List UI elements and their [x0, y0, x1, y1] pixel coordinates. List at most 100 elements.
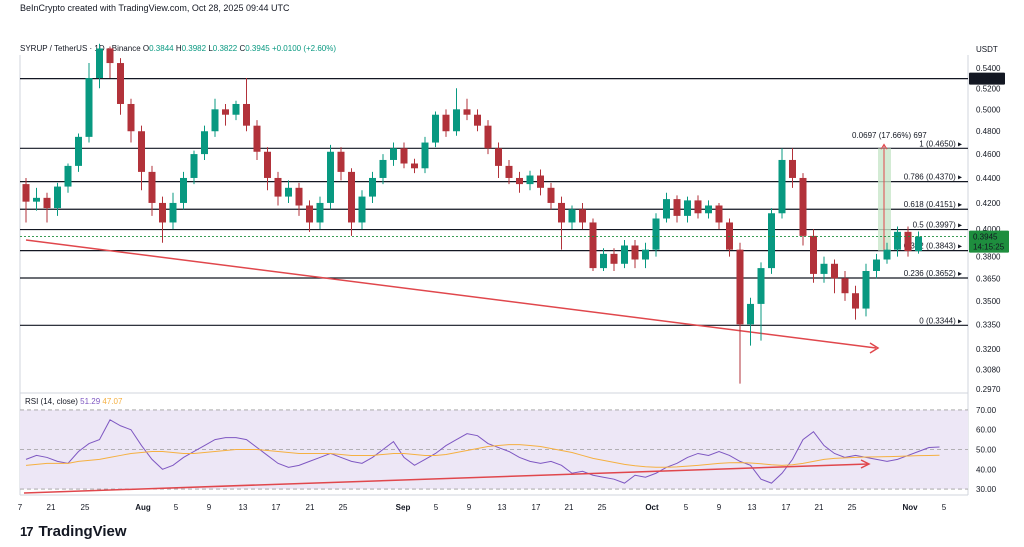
candle-body-12[interactable]: [148, 171, 156, 203]
time-tick-13: 13: [498, 503, 507, 512]
candle-body-83[interactable]: [894, 231, 901, 250]
candle-body-31[interactable]: [348, 171, 355, 223]
candle-body-32[interactable]: [358, 196, 366, 223]
candle-body-61[interactable]: [663, 199, 670, 219]
candle-body-55[interactable]: [600, 253, 607, 269]
symbol-name[interactable]: SYRUP / TetherUS · 1D · Binance: [20, 44, 141, 53]
candle-body-85[interactable]: [915, 236, 922, 252]
candle-body-64[interactable]: [694, 200, 702, 214]
candle-body-54[interactable]: [589, 222, 597, 269]
candle-body-62[interactable]: [673, 199, 681, 216]
time-tick-22: 21: [815, 503, 824, 512]
candle-body-51[interactable]: [558, 202, 565, 223]
candle-body-74[interactable]: [799, 177, 807, 236]
candle-body-21[interactable]: [243, 103, 250, 126]
candle-body-1[interactable]: [33, 197, 40, 202]
candle-body-33[interactable]: [369, 177, 376, 197]
candle-body-36[interactable]: [400, 148, 408, 164]
candle-body-50[interactable]: [547, 187, 555, 203]
candle-body-59[interactable]: [642, 249, 649, 260]
candle-body-79[interactable]: [852, 293, 859, 309]
candle-body-8[interactable]: [106, 48, 114, 64]
rsi-ma-line[interactable]: [25, 444, 940, 468]
candle-body-57[interactable]: [621, 245, 628, 264]
candle-body-24[interactable]: [274, 177, 282, 197]
chart-attribution: BeInCrypto created with TradingView.com,…: [20, 3, 290, 13]
candle-body-77[interactable]: [831, 263, 838, 279]
candle-body-22[interactable]: [253, 125, 261, 152]
candle-body-80[interactable]: [862, 270, 870, 309]
candle-body-40[interactable]: [442, 114, 450, 132]
candle-body-58[interactable]: [631, 245, 639, 260]
candle-body-25[interactable]: [285, 187, 292, 197]
candle-body-71[interactable]: [768, 213, 775, 269]
rsi-trend-line[interactable]: [23, 463, 869, 494]
candle-body-82[interactable]: [883, 249, 891, 260]
candle-body-6[interactable]: [85, 78, 93, 137]
candle-body-3[interactable]: [54, 186, 61, 209]
candle-body-52[interactable]: [568, 209, 576, 223]
candle-body-19[interactable]: [222, 109, 229, 115]
candle-body-2[interactable]: [43, 197, 51, 209]
last-price-tag[interactable]: [969, 230, 1009, 253]
candle-body-5[interactable]: [75, 136, 82, 166]
candle-body-28[interactable]: [316, 202, 324, 223]
candle-body-15[interactable]: [180, 177, 187, 203]
price-tick-4: 0.4600: [976, 150, 1001, 159]
candle-body-35[interactable]: [390, 148, 397, 160]
candle-body-16[interactable]: [190, 154, 198, 178]
candle-body-47[interactable]: [516, 177, 523, 185]
candle-body-23[interactable]: [264, 151, 271, 178]
candle-body-56[interactable]: [610, 253, 618, 264]
price-tick-5: 0.4400: [976, 174, 1001, 183]
price-trend-line[interactable]: [25, 239, 877, 349]
candle-body-68[interactable]: [736, 249, 744, 325]
candle-body-43[interactable]: [474, 114, 481, 126]
candle-body-13[interactable]: [159, 202, 166, 223]
time-tick-15: 21: [565, 503, 574, 512]
candle-body-29[interactable]: [327, 151, 334, 203]
candle-body-4[interactable]: [64, 165, 72, 187]
candle-body-49[interactable]: [537, 175, 544, 188]
candle-body-30[interactable]: [337, 151, 345, 172]
candle-body-17[interactable]: [201, 131, 208, 155]
candle-body-14[interactable]: [169, 202, 177, 223]
candle-body-65[interactable]: [705, 205, 712, 214]
candle-body-26[interactable]: [295, 187, 303, 206]
rsi-title[interactable]: RSI (14, close): [25, 397, 78, 406]
candle-body-42[interactable]: [463, 109, 471, 115]
candle-body-78[interactable]: [841, 278, 849, 294]
candle-body-18[interactable]: [211, 109, 219, 132]
candle-body-44[interactable]: [484, 125, 492, 149]
candle-body-38[interactable]: [421, 142, 429, 169]
candle-body-11[interactable]: [138, 131, 145, 172]
candle-body-46[interactable]: [505, 165, 513, 178]
candle-body-72[interactable]: [778, 159, 786, 214]
candle-body-76[interactable]: [820, 263, 828, 274]
candle-body-39[interactable]: [432, 114, 439, 143]
time-tick-2: 25: [81, 503, 90, 512]
candle-body-70[interactable]: [757, 268, 765, 304]
candle-body-27[interactable]: [306, 205, 313, 223]
candle-body-69[interactable]: [747, 303, 754, 325]
candle-body-20[interactable]: [232, 103, 240, 115]
candle-body-0[interactable]: [22, 184, 30, 202]
candle-body-7[interactable]: [96, 48, 103, 79]
candle-body-63[interactable]: [684, 200, 691, 216]
candle-body-73[interactable]: [789, 159, 796, 178]
candle-body-37[interactable]: [411, 163, 418, 169]
candle-body-81[interactable]: [873, 259, 880, 271]
candle-body-67[interactable]: [726, 222, 733, 250]
candle-body-84[interactable]: [904, 231, 912, 252]
candle-body-60[interactable]: [652, 218, 660, 250]
candle-body-48[interactable]: [526, 175, 534, 185]
candle-body-45[interactable]: [495, 148, 502, 166]
candle-body-41[interactable]: [453, 109, 460, 132]
candle-body-53[interactable]: [579, 209, 586, 223]
candle-body-75[interactable]: [810, 235, 817, 274]
candle-body-66[interactable]: [715, 205, 723, 223]
candle-body-34[interactable]: [379, 159, 387, 178]
candle-body-9[interactable]: [117, 63, 124, 104]
candle-body-10[interactable]: [127, 103, 135, 132]
